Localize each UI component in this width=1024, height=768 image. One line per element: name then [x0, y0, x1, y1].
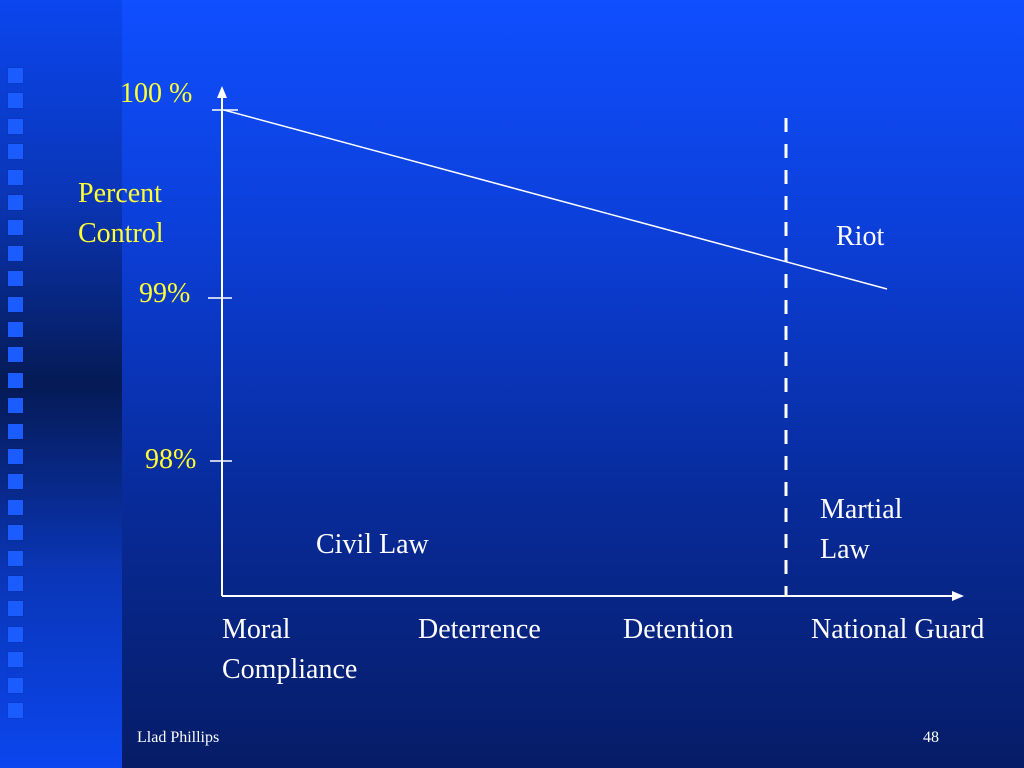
civil-law-label: Civil Law [316, 529, 429, 560]
decorative-square [8, 195, 23, 210]
x-label-moral-compliance: Moral Compliance [222, 614, 358, 685]
tick-label-99: 99% [139, 278, 191, 309]
decorative-square [8, 398, 23, 414]
tick-label-98: 98% [145, 444, 197, 475]
x-label-national-guard: National Guard [811, 614, 985, 645]
x-label-detention: Detention [623, 614, 734, 645]
decorative-square [8, 144, 23, 160]
footer-author: Llad Phillips [137, 729, 220, 746]
decorative-square [8, 601, 23, 617]
x-label-deterrence: Deterrence [418, 614, 541, 645]
y-axis-title: Percent Control [78, 178, 164, 249]
tick-label-100: 100 % [120, 78, 193, 109]
x-axis-arrowhead [952, 591, 964, 601]
decorative-square [8, 271, 23, 287]
decorative-square [8, 499, 23, 515]
decorative-square [8, 423, 23, 439]
decorative-square [8, 703, 23, 718]
decorative-square [8, 652, 23, 668]
decorative-square [8, 220, 23, 236]
decorative-square [8, 93, 23, 109]
riot-label: Riot [836, 221, 885, 252]
decorative-square [8, 296, 23, 312]
decorative-square [8, 245, 23, 261]
decorative-square [8, 550, 23, 566]
martial-law-label: Martial Law [820, 494, 903, 565]
decorative-square [8, 525, 23, 541]
decorative-square [8, 322, 23, 337]
decorative-square [8, 474, 23, 490]
decorative-square-column [8, 68, 28, 728]
y-axis-arrowhead [217, 86, 227, 98]
decorative-square [8, 576, 23, 591]
decorative-square [8, 347, 23, 363]
decorative-square [8, 372, 23, 388]
decorative-square [8, 449, 23, 464]
decorative-square [8, 118, 23, 134]
control-trend-line [223, 109, 888, 290]
decorative-square [8, 169, 23, 185]
footer-page-number: 48 [923, 729, 939, 746]
decorative-square [8, 677, 23, 693]
decorative-square [8, 626, 23, 642]
decorative-square [8, 68, 23, 83]
